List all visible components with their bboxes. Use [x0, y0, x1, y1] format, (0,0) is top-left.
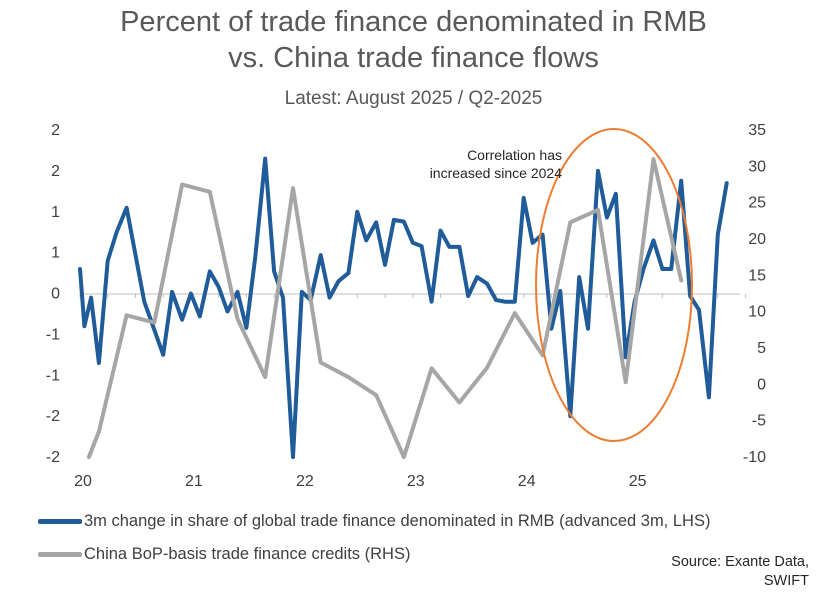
x-axis-tick-label: 22: [296, 473, 314, 490]
x-axis-tick-label: 21: [185, 473, 203, 490]
right-axis-tick-label: 35: [748, 122, 766, 139]
series-line-bop-credits: [86, 157, 684, 459]
series-line-rmb-share: [78, 156, 729, 459]
x-axis-tick-label: 23: [407, 473, 425, 490]
x-axis-tick-label: 20: [74, 473, 92, 490]
right-axis-tick-label: 5: [757, 340, 766, 357]
right-axis-tick-label: 20: [748, 231, 766, 248]
right-axis-tick-label: 0: [757, 376, 766, 393]
highlight-ellipse: [535, 128, 693, 442]
legend-item-rmb-share: 3m change in share of global trade finan…: [38, 512, 710, 531]
legend-swatch-bop-credits: [38, 552, 82, 557]
left-axis-tick-label: 1: [51, 204, 60, 221]
x-axis-tick-label: 25: [629, 473, 647, 490]
source-note: Source: Exante Data,: [671, 554, 809, 570]
left-axis-tick-label: 0: [51, 286, 60, 303]
legend-label-rmb-share: 3m change in share of global trade finan…: [84, 512, 711, 530]
left-axis-tick-label: 2: [51, 163, 60, 180]
left-axis-tick-label: 1: [51, 245, 60, 262]
x-axis-tick-label: 24: [518, 473, 536, 490]
legend-label-bop-credits: China BoP-basis trade finance credits (R…: [84, 545, 411, 563]
right-axis-tick-label: -5: [752, 413, 766, 430]
left-axis-tick-label: -2: [46, 449, 60, 466]
right-axis-tick-label: 30: [748, 158, 766, 175]
legend-swatch-rmb-share: [38, 519, 82, 524]
left-axis-tick-label: -1: [46, 367, 60, 384]
chart-title: Percent of trade finance denominated in …: [120, 6, 707, 38]
annotation-line1: Correlation has: [467, 147, 562, 163]
right-axis-tick-label: -10: [743, 449, 766, 466]
right-axis-tick-label: 25: [748, 195, 766, 212]
right-axis-tick-label: 15: [748, 267, 766, 284]
left-axis-tick-label: 2: [51, 122, 60, 139]
chart-subtitle: Latest: August 2025 / Q2-2025: [284, 88, 543, 109]
left-axis-tick-label: -2: [46, 408, 60, 425]
right-axis-tick-label: 10: [748, 304, 766, 321]
chart-title-line2: vs. China trade finance flows: [228, 42, 599, 74]
left-axis-tick-label: -1: [46, 326, 60, 343]
legend-item-bop-credits: China BoP-basis trade finance credits (R…: [38, 545, 410, 564]
source-note-line2: SWIFT: [763, 573, 809, 589]
annotation-line2: increased since 2024: [430, 165, 563, 181]
